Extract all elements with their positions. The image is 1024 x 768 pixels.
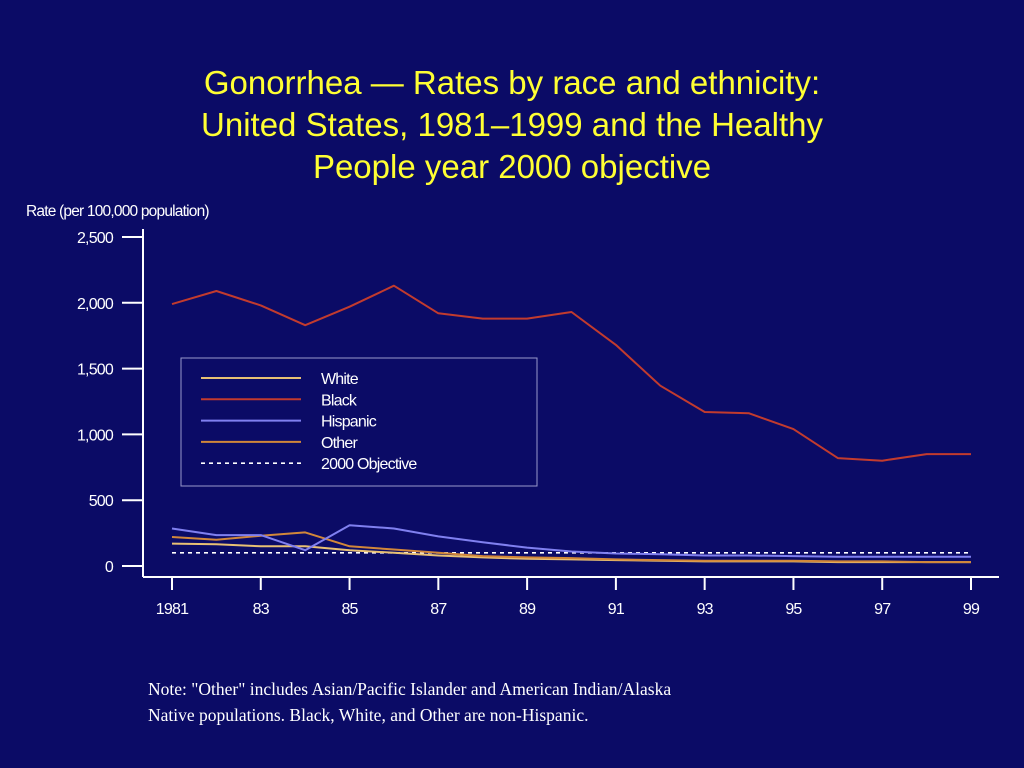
x-tick-label: 95 bbox=[785, 601, 802, 618]
x-tick-label: 87 bbox=[430, 601, 447, 618]
legend-label: Black bbox=[321, 392, 358, 409]
series-line-other bbox=[171, 531, 971, 564]
series-line-black bbox=[171, 284, 971, 462]
x-tick-label: 1981 bbox=[156, 601, 189, 618]
x-tick-label: 91 bbox=[608, 601, 625, 618]
x-tick-label: 85 bbox=[341, 601, 358, 618]
series-line-hispanic bbox=[171, 524, 971, 558]
legend: White Black Hispanic Other 2000 Objective bbox=[180, 357, 538, 487]
chart-title: Gonorrhea — Rates by race and ethnicity:… bbox=[201, 64, 823, 185]
x-tick-label: 99 bbox=[963, 601, 980, 618]
legend-label: Hispanic bbox=[321, 414, 377, 431]
y-tick-label: 1,000 bbox=[77, 427, 114, 444]
x-tick-label: 93 bbox=[697, 601, 714, 618]
axes: 0 500 1,000 1,500 2,000 2,500 1981 83 85 87 89 91 93… bbox=[77, 229, 999, 618]
footnote: Note: "Other" includes Asian/Pacific Isl… bbox=[148, 679, 672, 725]
y-tick-label: 500 bbox=[89, 493, 114, 510]
legend-label: Other bbox=[321, 435, 358, 452]
x-tick-label: 89 bbox=[519, 601, 536, 618]
x-tick-label: 97 bbox=[874, 601, 891, 618]
series-lines bbox=[171, 284, 971, 564]
legend-box bbox=[180, 357, 538, 487]
legend-label: 2000 Objective bbox=[321, 456, 417, 473]
y-tick-label: 1,500 bbox=[77, 362, 114, 379]
y-tick-label: 0 bbox=[105, 559, 114, 576]
y-tick-label: 2,500 bbox=[77, 230, 114, 247]
y-tick-label: 2,000 bbox=[77, 296, 114, 313]
y-axis-label: Rate (per 100,000 population) bbox=[26, 203, 209, 220]
legend-label: White bbox=[321, 371, 359, 388]
x-tick-label: 83 bbox=[253, 601, 270, 618]
